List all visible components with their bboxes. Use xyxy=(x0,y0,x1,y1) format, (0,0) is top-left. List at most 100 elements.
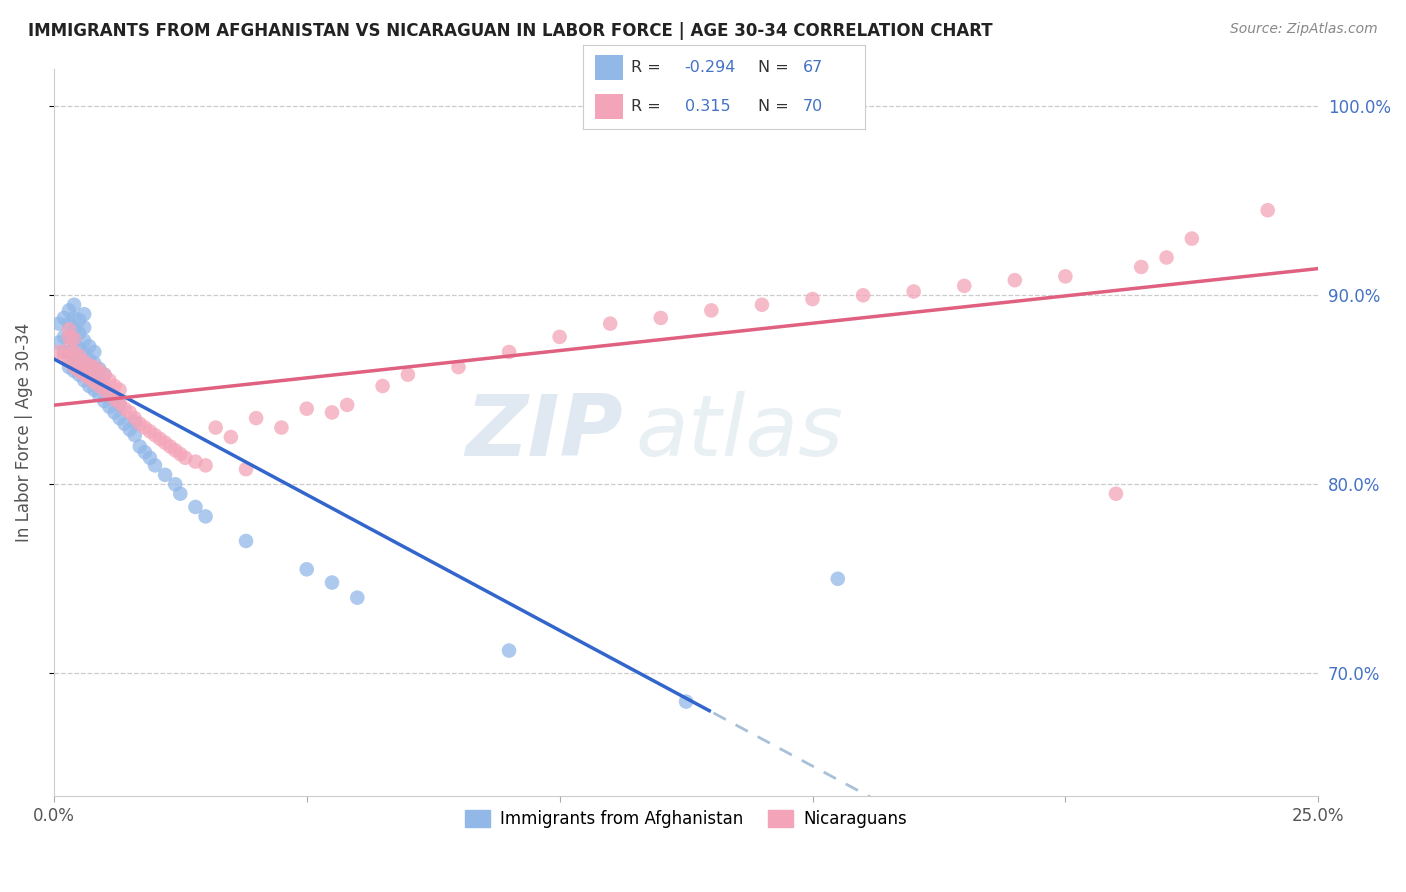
Point xyxy=(124,428,146,442)
Point xyxy=(108,396,131,410)
Point xyxy=(139,425,162,439)
Point xyxy=(700,303,723,318)
Point xyxy=(139,450,162,465)
Point xyxy=(675,695,697,709)
Y-axis label: In Labor Force | Age 30-34: In Labor Force | Age 30-34 xyxy=(15,323,32,542)
Point xyxy=(63,345,86,359)
Point xyxy=(194,509,217,524)
Point xyxy=(52,310,75,325)
Bar xyxy=(595,94,623,120)
Point xyxy=(1156,251,1178,265)
Point xyxy=(346,591,368,605)
Point xyxy=(73,360,96,375)
Point xyxy=(83,369,105,384)
Point xyxy=(1130,260,1153,274)
Point xyxy=(77,379,100,393)
Point xyxy=(801,292,824,306)
Point xyxy=(114,417,136,431)
Point xyxy=(194,458,217,473)
Point xyxy=(903,285,925,299)
Point xyxy=(852,288,875,302)
Point xyxy=(1054,269,1077,284)
Point xyxy=(114,401,136,416)
Text: N =: N = xyxy=(758,60,789,75)
Point xyxy=(98,373,121,387)
Point xyxy=(336,398,359,412)
Point xyxy=(58,345,80,359)
Point xyxy=(295,562,318,576)
Point xyxy=(103,405,125,419)
Point xyxy=(67,341,90,355)
Point xyxy=(52,330,75,344)
Point xyxy=(219,430,242,444)
Text: N =: N = xyxy=(758,99,789,114)
Point xyxy=(98,400,121,414)
Point xyxy=(83,345,105,359)
Point xyxy=(1181,231,1204,245)
Point xyxy=(235,533,257,548)
Point xyxy=(184,500,207,514)
Text: Source: ZipAtlas.com: Source: ZipAtlas.com xyxy=(1230,22,1378,37)
Text: 70: 70 xyxy=(803,99,823,114)
Point xyxy=(98,386,121,401)
Point xyxy=(1257,203,1279,218)
Point xyxy=(599,317,621,331)
Point xyxy=(93,368,115,382)
Point xyxy=(48,317,70,331)
Point xyxy=(498,345,520,359)
Point xyxy=(165,477,187,491)
Point xyxy=(67,313,90,327)
Point xyxy=(270,420,292,434)
Point xyxy=(67,364,90,378)
Point xyxy=(52,345,75,359)
Point xyxy=(153,467,176,482)
Point xyxy=(124,415,146,429)
Point xyxy=(93,394,115,409)
Point xyxy=(73,373,96,387)
Point xyxy=(134,445,156,459)
Text: 67: 67 xyxy=(803,60,823,75)
Point xyxy=(73,368,96,382)
Point xyxy=(751,298,773,312)
Point xyxy=(83,376,105,390)
Point xyxy=(67,326,90,340)
Point xyxy=(83,383,105,397)
Point xyxy=(103,392,125,407)
Point xyxy=(124,411,146,425)
Point xyxy=(58,330,80,344)
Point xyxy=(67,354,90,368)
Point xyxy=(184,454,207,468)
Point xyxy=(89,388,111,402)
Legend: Immigrants from Afghanistan, Nicaraguans: Immigrants from Afghanistan, Nicaraguans xyxy=(458,804,914,835)
Point xyxy=(67,349,90,363)
Point xyxy=(58,317,80,331)
Point xyxy=(134,420,156,434)
Point xyxy=(52,349,75,363)
Point xyxy=(371,379,394,393)
Point xyxy=(89,364,111,378)
Point xyxy=(169,487,191,501)
Point xyxy=(89,376,111,390)
Point xyxy=(77,371,100,385)
Point xyxy=(73,347,96,361)
Point xyxy=(83,360,105,375)
Point xyxy=(108,383,131,397)
Point xyxy=(118,405,141,419)
Point xyxy=(58,354,80,368)
Point xyxy=(149,432,172,446)
Point xyxy=(159,440,181,454)
Point xyxy=(108,411,131,425)
Point xyxy=(63,360,86,375)
Point xyxy=(77,352,100,367)
Point xyxy=(103,379,125,393)
Point xyxy=(73,307,96,321)
Text: -0.294: -0.294 xyxy=(685,60,737,75)
Point xyxy=(83,356,105,370)
Point xyxy=(650,310,672,325)
Point xyxy=(1105,487,1128,501)
Point xyxy=(548,330,571,344)
Point xyxy=(48,345,70,359)
Text: atlas: atlas xyxy=(636,391,844,474)
Point xyxy=(63,322,86,336)
Point xyxy=(63,364,86,378)
